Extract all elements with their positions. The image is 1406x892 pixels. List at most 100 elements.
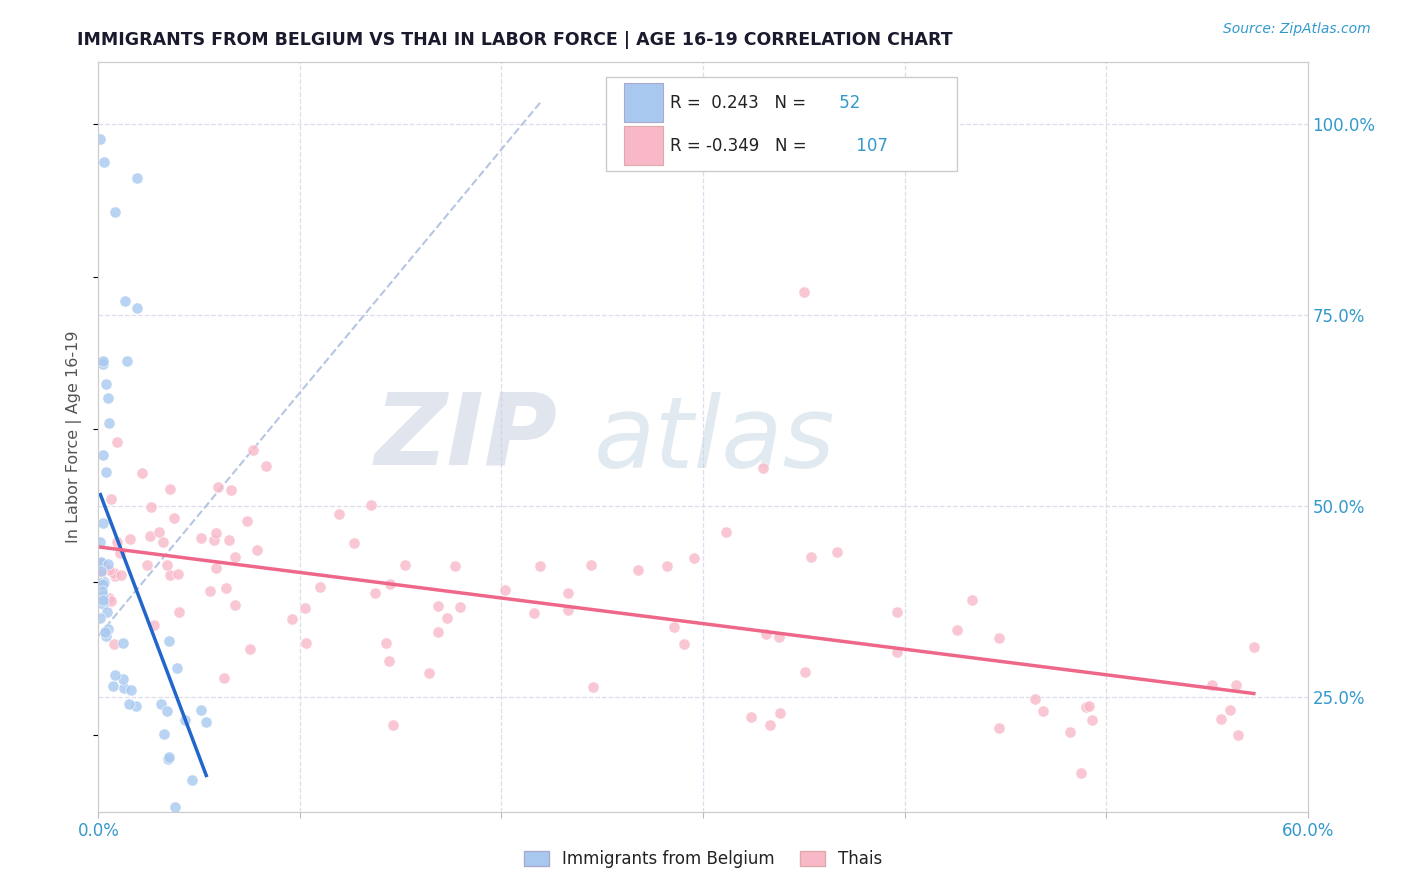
Point xyxy=(886,605,908,619)
Point xyxy=(655,559,678,574)
Point xyxy=(89,535,111,549)
Point xyxy=(90,555,112,569)
Point xyxy=(205,525,228,540)
Point xyxy=(127,301,149,316)
Point xyxy=(1081,713,1104,727)
Point xyxy=(89,611,111,625)
Point xyxy=(91,592,114,607)
Point xyxy=(90,564,112,578)
Point xyxy=(118,697,141,711)
Point xyxy=(120,533,142,547)
Point xyxy=(281,612,304,626)
Text: ZIP: ZIP xyxy=(375,389,558,485)
Point xyxy=(207,480,229,494)
Point xyxy=(582,680,605,694)
Point xyxy=(90,558,112,572)
Point xyxy=(752,460,775,475)
Point xyxy=(104,668,127,682)
Point xyxy=(159,568,181,582)
Point xyxy=(94,629,117,643)
Point xyxy=(91,448,114,462)
Point xyxy=(1201,678,1223,692)
Point xyxy=(364,585,387,599)
Point xyxy=(91,353,114,368)
Point xyxy=(945,623,967,637)
Point xyxy=(90,565,112,579)
Point xyxy=(1225,678,1247,692)
Point xyxy=(1243,640,1265,655)
Point xyxy=(627,563,650,577)
Point xyxy=(94,376,117,391)
Point xyxy=(242,443,264,458)
Point xyxy=(224,549,246,564)
Point xyxy=(1219,703,1241,717)
Point xyxy=(672,637,695,651)
Point xyxy=(557,603,579,617)
Point xyxy=(157,752,180,766)
Point xyxy=(165,800,187,814)
Point xyxy=(328,508,350,522)
Text: atlas: atlas xyxy=(595,392,835,490)
Point xyxy=(115,354,138,368)
Point xyxy=(89,575,111,590)
Point xyxy=(960,593,983,607)
Point xyxy=(167,606,190,620)
Point xyxy=(136,558,159,573)
Point xyxy=(89,132,111,146)
FancyBboxPatch shape xyxy=(624,127,664,165)
Point xyxy=(1059,725,1081,739)
Point xyxy=(202,533,225,547)
Point xyxy=(149,697,172,711)
Point xyxy=(120,683,142,698)
Point xyxy=(142,617,165,632)
Point xyxy=(1078,699,1101,714)
Point xyxy=(111,672,134,686)
Point xyxy=(195,715,218,730)
Point xyxy=(98,591,121,605)
Point xyxy=(716,524,738,539)
Point xyxy=(494,582,516,597)
Point xyxy=(163,511,186,525)
Point xyxy=(236,514,259,528)
Point xyxy=(103,566,125,580)
Point xyxy=(557,585,579,599)
Text: IMMIGRANTS FROM BELGIUM VS THAI IN LABOR FORCE | AGE 16-19 CORRELATION CHART: IMMIGRANTS FROM BELGIUM VS THAI IN LABOR… xyxy=(77,31,953,49)
Point xyxy=(394,558,416,572)
Point xyxy=(800,550,823,565)
Point xyxy=(759,718,782,732)
Point xyxy=(91,516,114,531)
Point xyxy=(769,706,792,721)
Point xyxy=(190,531,212,545)
Point xyxy=(190,703,212,717)
Point xyxy=(125,699,148,714)
Point xyxy=(436,611,458,625)
Text: Source: ZipAtlas.com: Source: ZipAtlas.com xyxy=(1223,22,1371,37)
Text: 52: 52 xyxy=(834,94,860,112)
Point xyxy=(1070,766,1092,780)
Point xyxy=(148,524,170,539)
Point xyxy=(138,529,160,543)
Point xyxy=(378,654,401,668)
Point xyxy=(793,665,815,679)
Point xyxy=(91,597,114,611)
Point xyxy=(215,581,238,595)
Point xyxy=(825,545,848,559)
Point xyxy=(988,631,1011,645)
Point xyxy=(579,558,602,572)
Point xyxy=(294,600,316,615)
Point xyxy=(219,483,242,497)
Point xyxy=(94,465,117,479)
Text: R = -0.349   N =: R = -0.349 N = xyxy=(671,136,813,155)
Point xyxy=(94,624,117,639)
Point xyxy=(444,558,467,573)
Point xyxy=(105,535,128,549)
Point xyxy=(93,154,115,169)
Point xyxy=(91,583,114,598)
Point xyxy=(308,580,330,594)
Text: R =  0.243   N =: R = 0.243 N = xyxy=(671,94,811,112)
Point xyxy=(740,710,762,724)
Point xyxy=(204,561,226,575)
Point xyxy=(104,569,127,583)
Point xyxy=(157,750,180,764)
Point xyxy=(100,491,122,506)
